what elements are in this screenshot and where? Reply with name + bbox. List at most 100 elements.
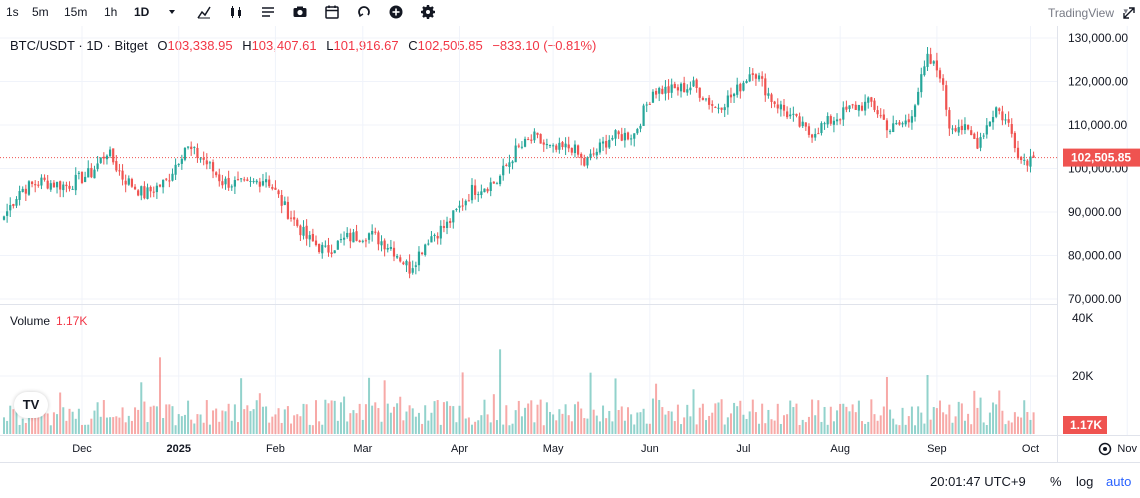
symbol-title[interactable]: BTC/USDT · 1D · Bitget <box>10 38 148 53</box>
candle-body <box>133 186 137 190</box>
volume-bar <box>683 417 686 434</box>
calendar-icon[interactable] <box>324 4 340 20</box>
volume-bar <box>882 406 885 434</box>
candle-body <box>998 108 1001 111</box>
volume-bar <box>695 424 698 434</box>
candle-body <box>71 188 74 190</box>
timeframe-15m[interactable]: 15m <box>64 5 88 19</box>
percent-scale-button[interactable]: % <box>1050 474 1062 489</box>
volume-bar <box>923 423 926 434</box>
candle-body <box>695 79 698 89</box>
candle-body <box>289 217 293 219</box>
candle-body <box>1023 159 1026 161</box>
tradingview-logo[interactable]: TV <box>14 392 48 418</box>
add-icon[interactable] <box>388 4 404 20</box>
settings-icon[interactable] <box>1097 441 1113 457</box>
time-tick-label: Feb <box>266 443 285 455</box>
volume-bar <box>1017 416 1019 434</box>
candle-body <box>417 251 421 266</box>
indicators-icon[interactable] <box>196 4 212 20</box>
candle-body <box>530 139 533 141</box>
candle-body <box>895 123 898 125</box>
volume-bar <box>720 399 723 434</box>
volume-bar <box>374 402 377 434</box>
auto-scale-button[interactable]: auto <box>1106 474 1132 489</box>
volume-bar <box>293 415 296 434</box>
time-tick-label: Jun <box>641 443 659 455</box>
gear-icon[interactable] <box>420 4 436 20</box>
candle-body <box>882 114 885 120</box>
candle-body <box>545 143 548 146</box>
volume-bar <box>324 399 327 434</box>
candle-body <box>65 184 68 187</box>
volume-bar <box>567 415 570 434</box>
pane-divider[interactable] <box>0 304 1057 305</box>
candle-body <box>729 94 733 98</box>
compare-icon[interactable] <box>260 4 276 20</box>
volume-bar <box>545 402 548 434</box>
candle-body <box>299 225 302 236</box>
volume-bar <box>1001 410 1004 434</box>
candle-body <box>508 162 511 167</box>
candle-body <box>595 151 598 156</box>
candle-body <box>845 106 848 110</box>
volume-bar <box>290 423 293 434</box>
camera-icon[interactable] <box>292 4 308 20</box>
volume-bar <box>177 414 180 434</box>
candle-body <box>904 120 907 125</box>
volume-bar <box>246 405 249 434</box>
candle-body <box>396 256 399 258</box>
timeframe-5m[interactable]: 5m <box>32 5 49 19</box>
candle-body <box>202 157 205 160</box>
volume-bar <box>630 414 633 434</box>
volume-bar <box>21 418 24 434</box>
volume-bar <box>636 412 639 434</box>
volume-bar <box>870 399 873 434</box>
candle-body <box>399 257 402 262</box>
volume-bar <box>255 400 258 434</box>
volume-bar <box>3 417 5 434</box>
candle-body <box>183 147 187 160</box>
chevron-down-icon[interactable]: ▾ <box>1123 6 1128 16</box>
volume-bar <box>836 410 839 434</box>
candle-body <box>221 181 224 186</box>
brand-menu[interactable]: TradingView <box>1047 6 1114 20</box>
fullscreen-icon[interactable] <box>1122 6 1136 20</box>
candle-body <box>714 106 717 108</box>
volume-bar <box>605 418 608 434</box>
candle-body <box>970 130 973 136</box>
candle-body <box>864 101 867 111</box>
volume-bar <box>689 416 692 434</box>
volume-bar <box>430 412 433 434</box>
log-scale-button[interactable]: log <box>1076 474 1094 489</box>
candle-body <box>430 236 433 243</box>
volume-bar <box>205 400 208 434</box>
volume-bar <box>477 420 480 434</box>
volume-bar <box>449 405 452 434</box>
volume-bar <box>433 401 436 434</box>
candle-body <box>268 179 271 187</box>
clock[interactable]: 20:01:47 UTC+9 <box>930 474 1026 489</box>
candle-body <box>105 155 109 160</box>
volume-bar <box>371 405 374 434</box>
candle-body <box>826 116 829 125</box>
time-axis: Dec 2025 Feb Mar Apr May Jun Jul Aug Sep Oct Nov <box>72 443 1137 455</box>
volume-bar <box>283 409 286 434</box>
candle-body <box>361 240 364 242</box>
candle-type-icon[interactable] <box>228 4 244 20</box>
volume-bar <box>162 418 165 434</box>
chevron-down-icon[interactable] <box>164 4 180 20</box>
replay-icon[interactable] <box>356 4 372 20</box>
volume-axis: 20K 40K <box>1072 311 1093 383</box>
volume-bar <box>864 423 867 434</box>
timeframe-1d[interactable]: 1D <box>134 5 150 19</box>
candle-body <box>49 183 52 190</box>
timeframe-1h[interactable]: 1h <box>104 5 118 19</box>
volume-bar <box>751 399 754 434</box>
volume-bar <box>555 420 558 434</box>
candle-body <box>913 105 917 117</box>
candle-body <box>55 181 59 188</box>
volume-bar <box>914 425 917 434</box>
timeframe-1s[interactable]: 1s <box>6 5 19 19</box>
